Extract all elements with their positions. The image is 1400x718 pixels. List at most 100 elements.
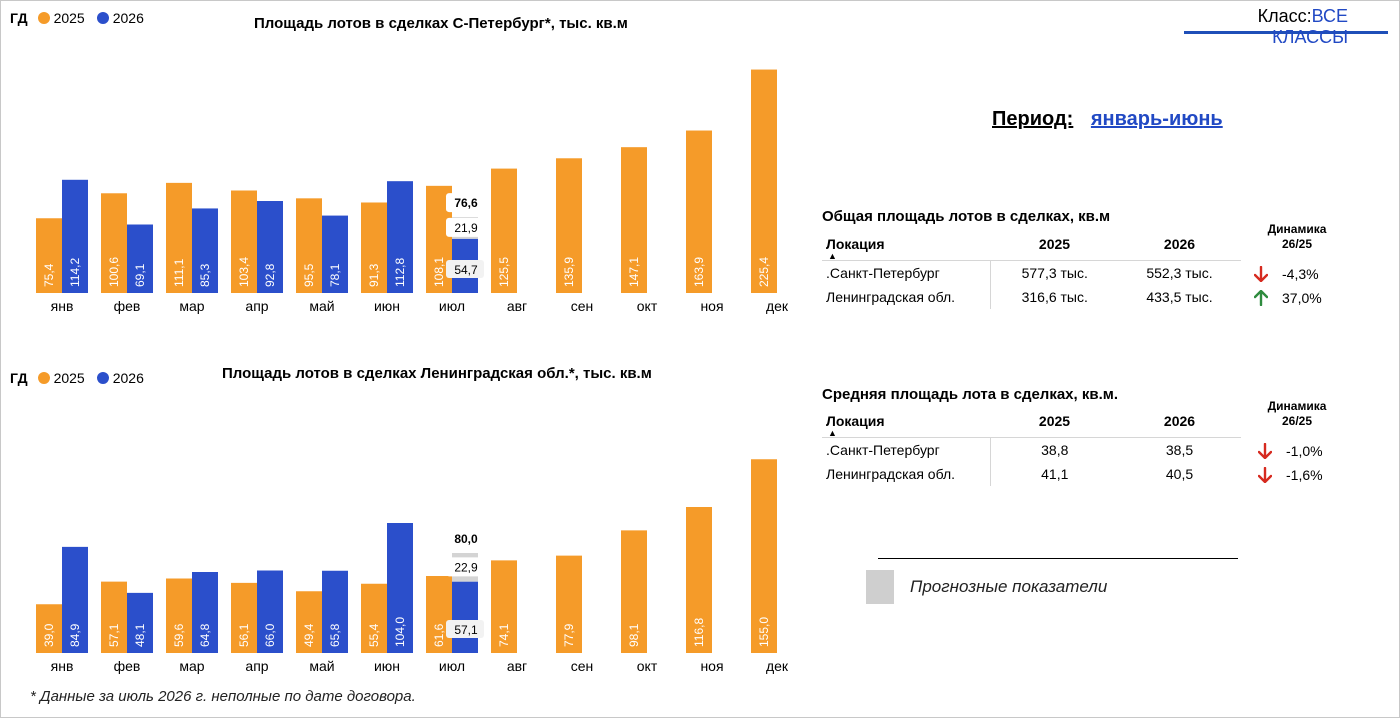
- bar-label-2025-авг: 125,5: [497, 257, 511, 287]
- table-row: Ленинградская обл. 316,6 тыс. 433,5 тыс.: [822, 285, 1241, 309]
- row-value-2026: 433,5 тыс.: [1146, 289, 1213, 305]
- chart2: 39,0 84,9 янв 57,1 48,1 фев 59,6 64,8 мар 56,1 66,…: [0, 360, 800, 690]
- bar-2025-янв[interactable]: [36, 218, 62, 293]
- bar-2026-июн[interactable]: [387, 181, 413, 293]
- bar-2025-май[interactable]: [296, 198, 322, 293]
- column-header-2025[interactable]: 2025: [1038, 413, 1071, 429]
- divider-line: [878, 558, 1238, 559]
- bar-label-2026-фев: 69,1: [133, 263, 147, 287]
- bar-label-2026-апр: 92,8: [263, 263, 277, 287]
- column-header-2026[interactable]: 2026: [1163, 413, 1196, 429]
- bar-2025-июн[interactable]: [361, 583, 387, 653]
- bar-2025-мар[interactable]: [166, 578, 192, 654]
- bar-2026-апр[interactable]: [257, 570, 283, 654]
- bar-2025-мар[interactable]: [166, 182, 192, 293]
- tick-label-ноя: ноя: [700, 658, 723, 674]
- bar-2025-фев[interactable]: [101, 581, 127, 653]
- table1-title: Общая площадь лотов в сделках, кв.м: [822, 208, 1111, 225]
- tick-label-сен: сен: [571, 298, 594, 314]
- tick-label-июл: июл: [439, 658, 465, 674]
- class-filter[interactable]: Класс:ВСЕ КЛАССЫ: [1184, 6, 1388, 47]
- chart2-svg: 39,0 84,9 янв 57,1 48,1 фев 59,6 64,8 мар 56,1 66,…: [36, 459, 789, 674]
- bar-label-2025-июл: 61,6: [432, 623, 446, 647]
- bar-label-2025-янв: 39,0: [42, 623, 56, 647]
- bar-2026-мар[interactable]: [192, 208, 218, 293]
- bar-2025-дек[interactable]: [751, 69, 777, 293]
- bar-label-forecast-июл: 21,9: [454, 221, 478, 235]
- period-value[interactable]: январь-июнь: [1090, 108, 1223, 130]
- bar-2025-ноя[interactable]: [686, 507, 712, 653]
- dynamics-header-line1: Динамика: [1267, 399, 1327, 413]
- value-pill-total: [446, 529, 484, 548]
- bar-label-2026-июл: 57,1: [454, 623, 478, 637]
- bar-label-2026-мар: 64,8: [198, 623, 212, 647]
- bar-2025-авг[interactable]: [491, 560, 517, 653]
- bar-label-2026-янв: 84,9: [68, 623, 82, 647]
- bar-2025-окт[interactable]: [621, 530, 647, 653]
- bar-2025-дек[interactable]: [751, 459, 777, 653]
- period-filter: Период: январь-июнь: [992, 108, 1223, 131]
- tick-label-мар: мар: [179, 658, 204, 674]
- table-header-row: Локация ▲ 2025 2026: [822, 413, 1241, 438]
- column-header-location[interactable]: Локация ▲: [822, 236, 991, 261]
- bar-2025-апр[interactable]: [231, 582, 257, 653]
- bar-2026-апр[interactable]: [257, 201, 283, 293]
- row-value-2026: 552,3 тыс.: [1146, 265, 1213, 281]
- dynamics-value: 37,0%: [1282, 290, 1322, 306]
- bar-2026-июн[interactable]: [387, 523, 413, 653]
- sort-asc-icon[interactable]: ▲: [828, 251, 837, 261]
- row-location: .Санкт-Петербург: [822, 260, 991, 285]
- bar-2025-июн[interactable]: [361, 202, 387, 293]
- bar-2025-ноя[interactable]: [686, 130, 712, 293]
- chart1-svg: 75,4 114,2 янв 100,6 69,1 фев 111,1 85,3 мар 103,…: [36, 69, 789, 314]
- bar-label-2025-авг: 74,1: [497, 623, 511, 647]
- dynamics-value: -4,3%: [1282, 266, 1319, 282]
- bar-2026-фев[interactable]: [127, 224, 153, 293]
- bar-2025-апр[interactable]: [231, 190, 257, 293]
- tick-label-фев: фев: [114, 658, 141, 674]
- bar-label-2025-янв: 75,4: [42, 263, 56, 287]
- bar-2026-май[interactable]: [322, 215, 348, 293]
- row-value-2025: 41,1: [1041, 466, 1069, 482]
- sort-asc-icon[interactable]: ▲: [828, 428, 837, 438]
- tick-label-июл: июл: [439, 298, 465, 314]
- bar-2025-май[interactable]: [296, 591, 322, 653]
- bar-label-2025-окт: 147,1: [627, 257, 641, 287]
- bar-2025-авг[interactable]: [491, 168, 517, 293]
- legend-2026-dot: [96, 12, 109, 24]
- column-header-location[interactable]: Локация ▲: [822, 413, 991, 438]
- forecast-legend-label: Прогнозные показатели: [910, 577, 1108, 596]
- value-pill-total: [446, 193, 484, 213]
- legend-2025-dot: [37, 372, 50, 384]
- bar-label-2025-окт: 98,1: [627, 623, 641, 647]
- class-filter-value[interactable]: ВСЕ КЛАССЫ: [1272, 6, 1348, 47]
- bar-label-2025-фев: 57,1: [107, 623, 121, 647]
- bar-2025-окт[interactable]: [621, 147, 647, 293]
- table1-dynamics-header: Динамика 26/25: [1252, 222, 1342, 252]
- bar-label-2026-фев: 48,1: [133, 623, 147, 647]
- bar-2025-янв[interactable]: [36, 604, 62, 653]
- bar-2025-фев[interactable]: [101, 193, 127, 293]
- tick-label-фев: фев: [114, 298, 141, 314]
- bar-label-2026-июн: 104,0: [393, 617, 407, 647]
- table2: Локация ▲ 2025 2026 .Санкт-Петербург 38,8…: [822, 413, 1241, 486]
- column-header-2026[interactable]: 2026: [1163, 236, 1196, 252]
- footnote: * Данные за июль 2026 г. неполные по дат…: [30, 688, 416, 705]
- bar-2025-июл[interactable]: [426, 576, 452, 653]
- row-location: .Санкт-Петербург: [822, 437, 991, 462]
- bar-label-2025-июн: 91,3: [367, 263, 381, 287]
- tick-label-сен: сен: [571, 658, 594, 674]
- table1-row2-dynamics: 37,0%: [1254, 290, 1322, 306]
- bar-2026-фев[interactable]: [127, 592, 153, 653]
- bar-2026-май[interactable]: [322, 570, 348, 653]
- tick-label-янв: янв: [51, 658, 74, 674]
- bar-2026-июл[interactable]: [452, 581, 478, 653]
- bar-2025-сен[interactable]: [556, 158, 582, 293]
- bar-2026-янв[interactable]: [62, 179, 88, 293]
- column-header-2025[interactable]: 2025: [1038, 236, 1071, 252]
- table1: Локация ▲ 2025 2026 .Санкт-Петербург 577,…: [822, 236, 1241, 309]
- bar-label-2026-май: 65,8: [328, 623, 342, 647]
- bar-2026-мар[interactable]: [192, 572, 218, 653]
- bar-2026-янв[interactable]: [62, 546, 88, 653]
- bar-2025-сен[interactable]: [556, 555, 582, 653]
